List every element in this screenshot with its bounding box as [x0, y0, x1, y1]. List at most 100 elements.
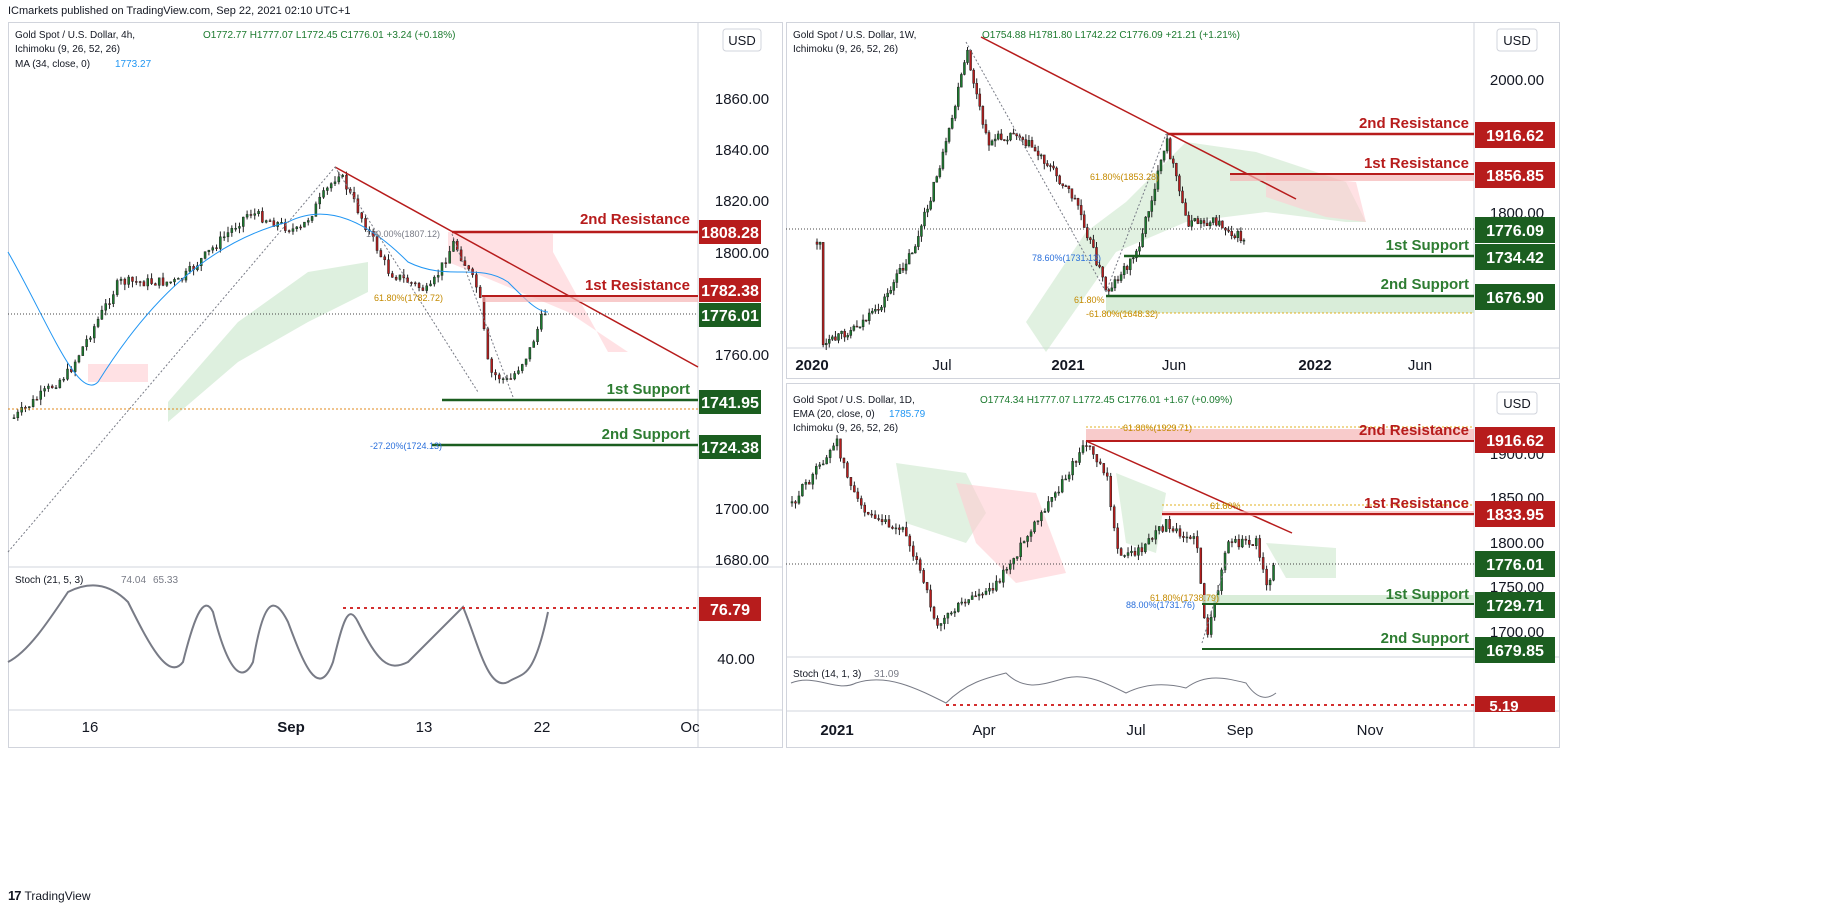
- candle: [35, 399, 39, 401]
- candle: [1135, 250, 1138, 259]
- left-level-name-r2: 2nd Resistance: [580, 211, 690, 228]
- daily-stoch-k: 31.09: [874, 669, 899, 680]
- candle: [886, 292, 889, 298]
- weekly-symbol: Gold Spot / U.S. Dollar, 1W,: [793, 30, 916, 41]
- weekly-level-zone-s2: [1106, 295, 1474, 313]
- candle: [818, 242, 822, 245]
- weekly-currency-button[interactable]: [1496, 28, 1538, 52]
- candle: [1129, 258, 1132, 270]
- candle: [253, 213, 256, 216]
- candle: [1107, 289, 1111, 292]
- candle: [211, 247, 214, 251]
- footer-brand[interactable]: 17 TradingView: [8, 888, 91, 903]
- candle: [993, 138, 997, 142]
- daily-price-tag-r2-text: 1916.62: [1486, 433, 1544, 450]
- left-stoch-k: 74.04: [121, 575, 146, 586]
- candle: [394, 277, 398, 280]
- candle: [1033, 147, 1037, 152]
- left-x-tick: 22: [534, 719, 551, 736]
- candle: [287, 230, 291, 232]
- daily-candles: [790, 435, 1275, 638]
- candle: [307, 220, 310, 223]
- candle: [31, 399, 35, 407]
- weekly-chart[interactable]: Gold Spot / U.S. Dollar, 1W, O1754.88 H1…: [786, 22, 1560, 379]
- weekly-x-tick: Jul: [932, 357, 951, 374]
- candle: [963, 62, 966, 75]
- candle: [410, 282, 413, 284]
- candle: [222, 236, 226, 239]
- candle: [513, 373, 516, 380]
- candle: [138, 281, 142, 283]
- candle: [1098, 264, 1101, 268]
- daily-price-tag-r1: [1475, 501, 1555, 527]
- left-y-tick: 1800.00: [715, 245, 769, 262]
- candle: [929, 200, 932, 210]
- candle: [1190, 220, 1193, 227]
- candle: [1000, 133, 1003, 140]
- candle: [318, 196, 321, 205]
- candle: [891, 526, 894, 529]
- candle: [950, 117, 954, 129]
- weekly-fib-label: 61.80%: [1074, 295, 1105, 305]
- weekly-trendline: [980, 36, 1297, 200]
- weekly-price-tag-current-text: 1776.09: [1486, 223, 1544, 240]
- candle: [154, 283, 157, 286]
- candle: [16, 411, 20, 418]
- candle: [1095, 247, 1098, 266]
- left-stoch-level-text: 76.79: [710, 602, 750, 619]
- candle: [1251, 544, 1254, 546]
- daily-chart[interactable]: Gold Spot / U.S. Dollar, 1D, O1774.34 H1…: [786, 383, 1560, 748]
- candle: [398, 274, 402, 280]
- left-ichimoku-cloud-red: [88, 364, 148, 382]
- candle: [486, 328, 490, 360]
- candle: [494, 372, 497, 376]
- candle: [898, 268, 902, 274]
- candle: [1024, 139, 1028, 147]
- candle: [188, 266, 192, 272]
- candle: [977, 593, 981, 597]
- candle: [915, 556, 918, 560]
- candle: [268, 220, 272, 222]
- weekly-x-tick: Jun: [1162, 357, 1186, 374]
- candle: [880, 306, 883, 311]
- left-currency-button[interactable]: [722, 28, 762, 52]
- candle: [957, 86, 960, 107]
- candle: [444, 262, 448, 264]
- left-y-tick: 1860.00: [715, 91, 769, 108]
- left-y-tick: 1840.00: [715, 142, 769, 159]
- candle: [47, 385, 50, 389]
- candle: [846, 462, 849, 478]
- candle: [889, 290, 892, 294]
- left-price-tag-s2: [699, 435, 761, 459]
- left-chart[interactable]: Gold Spot / U.S. Dollar, 4h, O1772.77 H1…: [7, 22, 783, 748]
- candle: [1168, 138, 1172, 160]
- candle: [1067, 185, 1071, 189]
- daily-fib-label: 88.00%(1731.76): [1126, 600, 1195, 610]
- candle: [1123, 555, 1126, 557]
- candle: [1104, 276, 1107, 290]
- candle: [295, 226, 299, 230]
- candle: [870, 513, 873, 516]
- candle: [1067, 474, 1071, 480]
- candle: [509, 378, 513, 380]
- daily-ichimoku-cloud-red: [956, 483, 1066, 583]
- candle: [104, 303, 107, 311]
- candle: [1181, 190, 1184, 204]
- candle: [1165, 138, 1169, 152]
- candle: [925, 582, 929, 591]
- candle: [1153, 188, 1157, 201]
- candle: [226, 232, 230, 238]
- candle: [467, 265, 470, 270]
- weekly-x-tick: 2021: [1051, 357, 1084, 374]
- candle: [1185, 536, 1189, 539]
- candle: [131, 276, 134, 282]
- candle: [950, 612, 953, 615]
- candle: [528, 347, 532, 360]
- candle: [1141, 233, 1144, 248]
- candle: [1244, 538, 1248, 541]
- daily-currency-button[interactable]: [1496, 391, 1538, 415]
- candle: [1171, 528, 1175, 532]
- left-price-tag-r1: [699, 278, 761, 302]
- weekly-x-tick: 2022: [1298, 357, 1331, 374]
- candle: [257, 211, 260, 214]
